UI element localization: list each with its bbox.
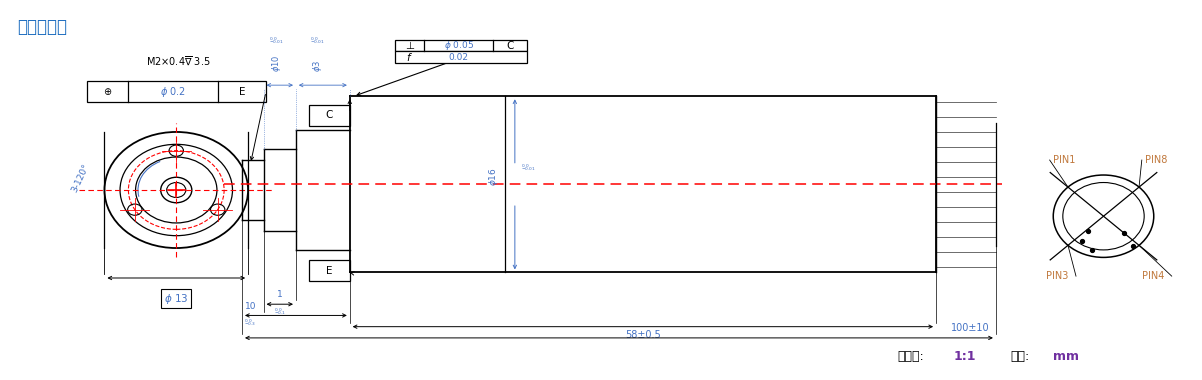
Text: $f$: $f$ — [406, 51, 413, 63]
Text: PIN1: PIN1 — [1053, 155, 1076, 165]
Text: ⊥: ⊥ — [405, 41, 413, 51]
Text: $\phi$3: $\phi$3 — [311, 60, 325, 72]
Text: $^{0.0}_{-0.1}$: $^{0.0}_{-0.1}$ — [274, 306, 286, 317]
Text: C: C — [326, 110, 333, 120]
Text: 1:1: 1:1 — [954, 350, 976, 363]
FancyBboxPatch shape — [87, 81, 266, 102]
Text: 10: 10 — [244, 302, 256, 311]
FancyBboxPatch shape — [395, 51, 526, 63]
Text: PIN8: PIN8 — [1146, 155, 1168, 165]
Text: 编码器内置: 编码器内置 — [17, 18, 67, 36]
Text: $\phi$10: $\phi$10 — [270, 54, 282, 72]
Text: $\phi$16: $\phi$16 — [488, 168, 500, 186]
Text: E: E — [239, 87, 245, 97]
Text: $^{0.0}_{-0.01}$: $^{0.0}_{-0.01}$ — [269, 35, 284, 46]
Text: $^{0.0}_{-0.3}$: $^{0.0}_{-0.3}$ — [244, 317, 257, 328]
Text: 3-120°: 3-120° — [70, 162, 91, 194]
Text: $\phi$ 0.2: $\phi$ 0.2 — [160, 85, 185, 99]
Text: ⊕: ⊕ — [103, 87, 111, 97]
Text: 100±10: 100±10 — [951, 323, 989, 333]
Text: mm: mm — [1053, 350, 1079, 363]
Text: $^{0.0}_{-0.01}$: $^{0.0}_{-0.01}$ — [520, 162, 536, 173]
Text: 1: 1 — [276, 290, 282, 299]
Text: 单位:: 单位: — [1010, 350, 1029, 363]
Text: C: C — [506, 41, 513, 51]
Text: 比例尺:: 比例尺: — [898, 350, 924, 363]
Text: $\phi$ 13: $\phi$ 13 — [163, 291, 189, 306]
FancyBboxPatch shape — [309, 105, 350, 126]
Text: E: E — [326, 266, 333, 276]
Text: 58±0.5: 58±0.5 — [625, 331, 661, 340]
FancyBboxPatch shape — [395, 40, 526, 51]
Text: M2×0.4$\overline{\nabla}$ 3.5: M2×0.4$\overline{\nabla}$ 3.5 — [147, 55, 212, 68]
Text: PIN3: PIN3 — [1046, 271, 1069, 281]
FancyBboxPatch shape — [309, 260, 350, 281]
Text: $^{0.0}_{-0.01}$: $^{0.0}_{-0.01}$ — [310, 35, 325, 46]
Text: 0.02: 0.02 — [448, 52, 469, 62]
Text: PIN4: PIN4 — [1142, 271, 1165, 281]
Text: $\phi$ 0.05: $\phi$ 0.05 — [444, 40, 474, 52]
